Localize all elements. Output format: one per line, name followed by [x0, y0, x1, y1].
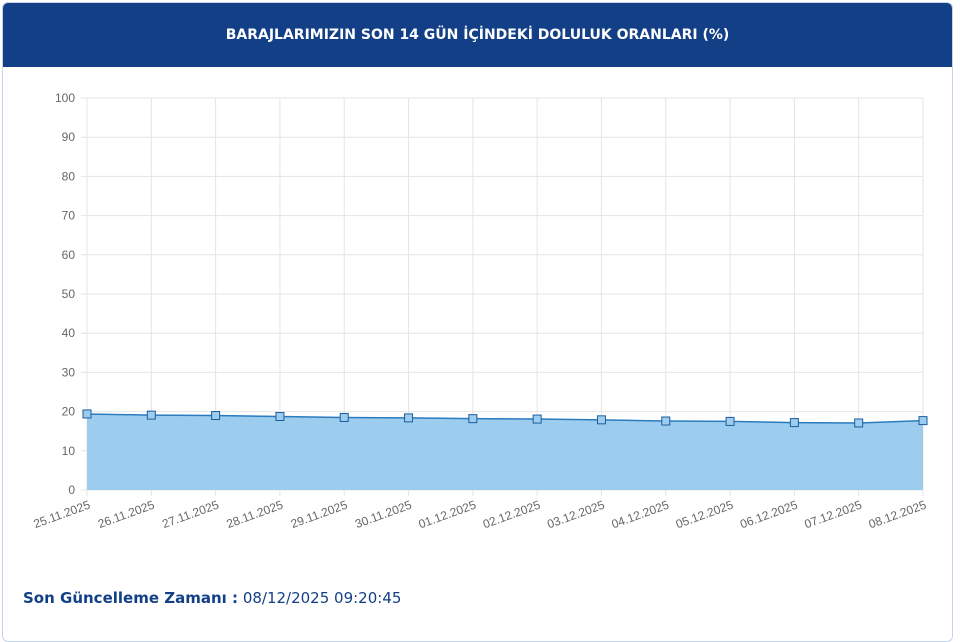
marker — [146, 410, 156, 420]
area — [87, 413, 923, 490]
y-tick-label: 40 — [62, 326, 76, 340]
marker — [854, 418, 864, 428]
footer: Son Güncelleme Zamanı : 08/12/2025 09:20… — [23, 589, 401, 607]
marker — [789, 418, 799, 428]
chart: 0 10 20 30 40 50 60 70 80 90 100 25.11.2025 26.11.20… — [32, 91, 929, 532]
marker — [404, 413, 414, 423]
y-tick-label: 100 — [55, 91, 75, 105]
marker — [725, 416, 735, 426]
marker — [918, 416, 928, 426]
x-tick-label: 05.12.2025 — [674, 498, 736, 532]
marker — [532, 414, 542, 424]
x-tick-label: 04.12.2025 — [610, 498, 672, 532]
x-tick-label: 29.11.2025 — [289, 498, 350, 532]
marker — [661, 416, 671, 426]
y-tick-label: 0 — [68, 483, 75, 497]
x-tick-label: 01.12.2025 — [417, 498, 479, 532]
x-tick-label: 03.12.2025 — [545, 498, 607, 532]
footer-label: Son Güncelleme Zamanı : — [23, 589, 239, 607]
x-tick-label: 25.11.2025 — [32, 498, 93, 532]
chart-title: BARAJLARIMIZIN SON 14 GÜN İÇİNDEKİ DOLUL… — [225, 27, 730, 43]
marker — [468, 414, 478, 424]
footer-value: 08/12/2025 09:20:45 — [242, 589, 402, 607]
marker — [82, 409, 92, 419]
marker — [211, 411, 221, 421]
y-tick-label: 50 — [62, 287, 76, 301]
x-tick-label: 27.11.2025 — [160, 498, 221, 532]
y-tick-label: 70 — [62, 209, 76, 223]
x-tick-label: 02.12.2025 — [481, 498, 543, 532]
x-tick-label: 06.12.2025 — [738, 498, 800, 532]
marker — [596, 415, 606, 425]
y-tick-label: 60 — [62, 248, 76, 262]
x-tick-label: 28.11.2025 — [225, 498, 286, 532]
y-tick-label: 90 — [62, 130, 76, 144]
y-tick-label: 10 — [62, 444, 76, 458]
x-tick-label: 26.11.2025 — [96, 498, 157, 532]
y-tick-label: 20 — [62, 405, 76, 419]
line — [86, 413, 924, 424]
marker — [339, 412, 349, 422]
y-tick-label: 30 — [62, 365, 76, 379]
x-tick-label: 30.11.2025 — [353, 498, 414, 532]
marker — [275, 412, 285, 421]
x-tick-label: 08.12.2025 — [867, 498, 929, 532]
header: BARAJLARIMIZIN SON 14 GÜN İÇİNDEKİ DOLUL… — [3, 3, 952, 67]
y-tick-label: 80 — [62, 169, 76, 183]
x-tick-label: 07.12.2025 — [802, 498, 864, 532]
